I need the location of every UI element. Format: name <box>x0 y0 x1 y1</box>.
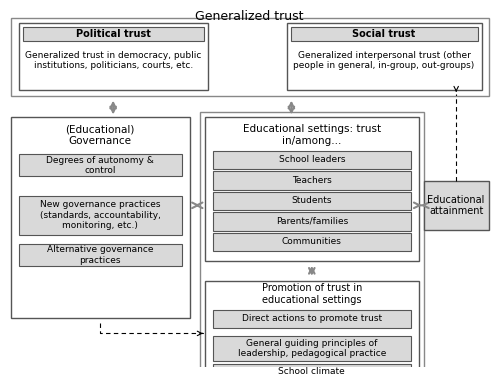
Text: General guiding principles of
leadership, pedagogical practice: General guiding principles of leadership… <box>238 339 386 358</box>
Bar <box>18 244 182 266</box>
Bar <box>212 192 411 210</box>
Text: School leaders: School leaders <box>278 155 345 164</box>
Bar <box>212 151 411 169</box>
Bar <box>424 181 488 230</box>
Bar <box>10 18 488 96</box>
Bar <box>18 154 182 176</box>
Text: Political trust: Political trust <box>76 29 150 39</box>
Text: Direct actions to promote trust: Direct actions to promote trust <box>242 314 382 323</box>
Bar <box>200 112 424 375</box>
Text: Generalized trust: Generalized trust <box>196 10 304 23</box>
Bar <box>212 364 411 375</box>
Text: Social trust: Social trust <box>352 29 416 39</box>
Bar <box>212 212 411 231</box>
Bar <box>288 24 482 90</box>
Text: Alternative governance
practices: Alternative governance practices <box>47 246 154 265</box>
Bar <box>212 171 411 190</box>
Bar <box>212 336 411 361</box>
Text: Students: Students <box>292 196 332 206</box>
Text: Parents/families: Parents/families <box>276 217 348 226</box>
Text: Generalized trust in democracy, public
institutions, politicians, courts, etc.: Generalized trust in democracy, public i… <box>25 51 202 70</box>
Text: Educational settings: trust
in/among...: Educational settings: trust in/among... <box>242 124 381 146</box>
Text: New governance practices
(standards, accountability,
monitoring, etc.): New governance practices (standards, acc… <box>40 200 160 230</box>
Text: Teachers: Teachers <box>292 176 332 185</box>
Text: Promotion of trust in
educational settings: Promotion of trust in educational settin… <box>262 284 362 305</box>
Text: Educational
attainment: Educational attainment <box>428 195 485 216</box>
Text: Degrees of autonomy &
control: Degrees of autonomy & control <box>46 156 154 175</box>
Bar <box>204 117 419 261</box>
Bar <box>18 195 182 235</box>
Text: Generalized interpersonal trust (other
people in general, in-group, out-groups): Generalized interpersonal trust (other p… <box>294 51 474 70</box>
Bar <box>18 24 208 90</box>
Bar <box>204 280 419 375</box>
Text: (Educational)
Governance: (Educational) Governance <box>66 124 135 146</box>
Text: School climate: School climate <box>278 367 345 375</box>
Bar <box>22 27 204 41</box>
Bar <box>10 117 190 318</box>
Bar <box>292 27 478 41</box>
Text: Communities: Communities <box>282 237 342 246</box>
Bar <box>212 233 411 251</box>
Bar <box>212 310 411 327</box>
